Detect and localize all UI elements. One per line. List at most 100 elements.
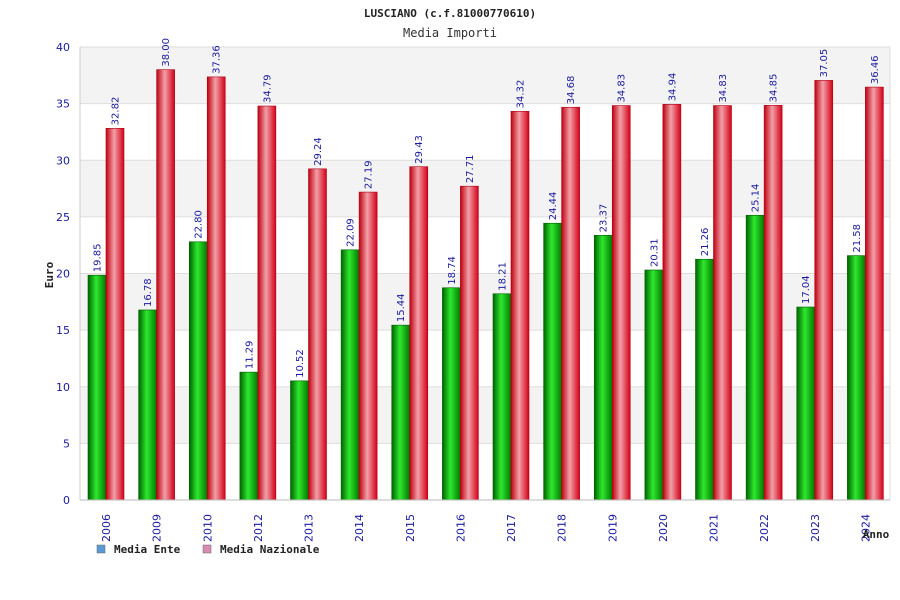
legend: Media Ente Media Nazionale: [96, 543, 320, 556]
y-tick-label: 35: [56, 98, 70, 111]
data-label: 27.19: [364, 160, 375, 189]
y-tick-label: 25: [56, 211, 70, 224]
bar-media-nazionale-2013: [308, 168, 327, 501]
legend-label: Media Ente: [114, 543, 181, 556]
data-label: 19.85: [93, 244, 104, 273]
data-label: 17.04: [801, 275, 812, 304]
x-tick-label: 2022: [758, 514, 771, 542]
data-label: 18.74: [447, 256, 458, 285]
x-tick-label: 2020: [657, 514, 670, 542]
data-label: 38.00: [161, 38, 172, 67]
bar-media-nazionale-2024: [865, 86, 884, 501]
bar-media-nazionale-2010: [206, 76, 226, 501]
data-label: 22.80: [194, 210, 205, 239]
y-tick-label: 0: [63, 494, 70, 507]
bar-media-ente-2016: [442, 287, 461, 501]
bar-media-nazionale-2017: [510, 111, 530, 501]
x-axis-label: Anno: [863, 528, 890, 541]
data-label: 10.52: [295, 349, 306, 378]
bar-media-nazionale-2019: [611, 105, 631, 501]
bar-media-ente-2023: [796, 306, 816, 501]
bar-media-nazionale-2022: [763, 105, 783, 501]
bar-media-ente-2012: [239, 371, 259, 501]
bar-media-ente-2010: [188, 241, 208, 501]
y-tick-label: 30: [56, 154, 70, 167]
bar-media-nazionale-2006: [105, 128, 125, 501]
bar-media-nazionale-2023: [814, 80, 834, 501]
data-label: 25.14: [751, 184, 762, 213]
data-label: 21.26: [700, 228, 711, 257]
x-tick-label: 2024: [859, 514, 872, 542]
y-axis-label: Euro: [43, 261, 56, 288]
data-label: 36.46: [870, 55, 881, 84]
bar-media-nazionale-2015: [409, 166, 429, 501]
x-tick-label: 2019: [606, 514, 619, 542]
x-tick-label: 2023: [809, 514, 822, 542]
data-label: 18.21: [498, 262, 509, 291]
x-tick-label: 2017: [505, 514, 518, 542]
data-label: 27.71: [465, 155, 476, 184]
bar-media-nazionale-2021: [713, 105, 732, 501]
data-label: 34.68: [566, 76, 577, 105]
data-label: 34.32: [516, 80, 527, 109]
x-tick-label: 2012: [252, 514, 265, 542]
bar-media-ente-2021: [695, 258, 714, 501]
bar-media-ente-2018: [543, 222, 562, 501]
data-label: 37.36: [212, 45, 223, 74]
bar-media-nazionale-2012: [257, 105, 277, 501]
bar-media-ente-2009: [138, 309, 157, 501]
data-label: 34.83: [617, 74, 628, 103]
x-tick-label: 2009: [151, 514, 164, 542]
y-tick-label: 40: [56, 41, 70, 54]
bar-media-ente-2020: [644, 269, 664, 501]
x-tick-label: 2016: [454, 514, 467, 542]
bar-media-ente-2006: [87, 274, 107, 501]
bar-media-ente-2014: [340, 249, 360, 501]
x-tick-label: 2018: [556, 514, 569, 542]
x-tick-label: 2010: [201, 514, 214, 542]
data-label: 34.83: [718, 74, 729, 103]
data-label: 22.09: [346, 218, 357, 247]
bar-media-ente-2019: [593, 235, 613, 501]
data-label: 29.43: [414, 135, 425, 164]
data-label: 24.44: [548, 192, 559, 221]
x-axis: 2006 2009 2010 2012 2013 2014 2015 2016 2017 2018…: [80, 499, 890, 542]
x-tick-label: 2021: [708, 514, 721, 542]
legend-swatch: [96, 544, 106, 554]
data-label: 34.79: [262, 74, 273, 103]
bar-media-nazionale-2018: [561, 106, 580, 501]
legend-swatch: [202, 544, 212, 554]
x-tick-label: 2006: [100, 514, 113, 542]
bar-media-nazionale-2009: [156, 69, 175, 501]
data-label: 34.94: [667, 73, 678, 102]
y-tick-label: 20: [56, 268, 70, 281]
bar-media-ente-2024: [847, 255, 866, 501]
x-tick-label: 2014: [353, 514, 366, 542]
y-tick-label: 5: [63, 437, 70, 450]
data-label: 32.82: [111, 97, 122, 126]
bar-media-nazionale-2014: [358, 191, 378, 501]
bar-media-ente-2017: [492, 293, 512, 501]
data-label: 15.44: [396, 294, 407, 323]
y-tick-label: 10: [56, 381, 70, 394]
data-label: 21.58: [852, 224, 863, 253]
chart-subtitle: Media Importi: [403, 26, 497, 40]
data-label: 37.05: [819, 49, 830, 78]
x-tick-label: 2013: [303, 514, 316, 542]
chart-title: LUSCIANO (c.f.81000770610): [364, 7, 536, 20]
legend-label: Media Nazionale: [220, 543, 320, 556]
data-label: 20.31: [649, 238, 660, 267]
x-tick-label: 2015: [404, 514, 417, 542]
y-tick-label: 15: [56, 324, 70, 337]
data-label: 34.85: [769, 74, 780, 103]
data-label: 11.29: [244, 341, 255, 370]
y-axis: 0 5 10 15 20 25 30 35 40: [56, 41, 891, 507]
bar-media-ente-2013: [290, 380, 309, 501]
bar-media-nazionale-2020: [662, 104, 682, 501]
bar-media-nazionale-2016: [460, 185, 479, 501]
data-label: 16.78: [143, 278, 154, 307]
data-label: 29.24: [313, 137, 324, 166]
bar-media-ente-2015: [391, 324, 411, 501]
bar-media-ente-2022: [745, 214, 765, 501]
